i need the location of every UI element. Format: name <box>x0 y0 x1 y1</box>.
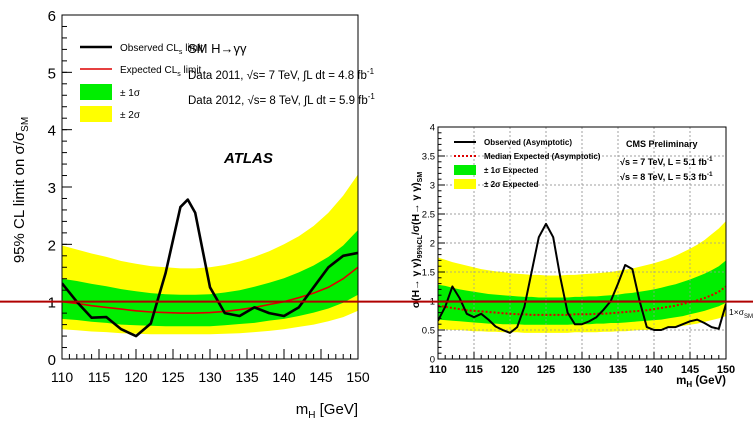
legend-2sigma-swatch <box>80 106 112 122</box>
legend-1sigma-swatch <box>454 165 476 175</box>
x-tick-label: 125 <box>537 364 555 376</box>
x-tick-label: 125 <box>161 369 185 385</box>
atlas-data2012-label: Data 2012, √s= 8 TeV, ∫L dt = 5.9 fb-1 <box>188 92 375 107</box>
y-tick-label: 3.5 <box>422 152 435 163</box>
x-tick-label: 110 <box>51 369 74 385</box>
atlas-title: ATLAS <box>223 150 273 167</box>
x-tick-label: 115 <box>88 369 111 385</box>
y-tick-label: 6 <box>48 8 56 25</box>
x-tick-label: 145 <box>309 369 333 385</box>
cms-expected-line <box>438 285 726 316</box>
cms-plot-area <box>438 127 726 359</box>
y-tick-label: 3 <box>430 181 435 192</box>
x-tick-label: 140 <box>272 369 296 385</box>
atlas-y-label: 95% CL limit on σ/σSM <box>11 117 31 263</box>
legend-1sigma-swatch <box>80 84 112 100</box>
cms-sm-annotation: 1×σSM <box>729 307 753 320</box>
atlas-y-axis: 0 1 2 3 4 5 6 <box>48 8 72 369</box>
cms-x-axis: 110 115 120 125 130 135 140 145 150 <box>429 352 735 376</box>
atlas-observed-line <box>62 198 358 338</box>
x-tick-label: 150 <box>346 369 370 385</box>
legend-1sigma-label: ± 1σ Expected <box>484 166 538 175</box>
x-tick-label: 115 <box>465 364 483 376</box>
y-tick-label: 0 <box>430 355 435 366</box>
y-tick-label: 4 <box>48 123 56 140</box>
cms-title: CMS Preliminary <box>626 139 698 149</box>
y-tick-label: 5 <box>48 65 56 82</box>
y-tick-label: 1.5 <box>422 268 435 279</box>
atlas-legend: Observed CLs limit Expected CLs limit ± … <box>80 43 203 122</box>
atlas-channel-label: SM H→γγ <box>188 41 247 56</box>
x-tick-label: 130 <box>198 369 222 385</box>
y-tick-label: 4 <box>430 123 435 134</box>
legend-observed-label: Observed (Asymptotic) <box>484 138 572 147</box>
x-tick-label: 120 <box>124 369 148 385</box>
y-tick-label: 3 <box>48 180 56 197</box>
atlas-data2011-label: Data 2011, √s= 7 TeV, ∫L dt = 4.8 fb-1 <box>188 67 375 82</box>
atlas-x-axis: 110 115 120 125 130 135 140 145 150 <box>51 349 370 385</box>
atlas-plot-area <box>62 174 358 338</box>
cms-data8tev-label: √s = 8 TeV, L = 5.3 fb-1 <box>620 171 713 182</box>
legend-2sigma-label: ± 2σ Expected <box>484 180 538 189</box>
legend-1sigma-label: ± 1σ <box>120 88 141 99</box>
x-tick-label: 145 <box>681 364 699 376</box>
y-tick-label: 0.5 <box>422 326 435 337</box>
y-tick-label: 2 <box>430 239 435 250</box>
y-tick-label: 2 <box>48 237 56 254</box>
x-tick-label: 135 <box>235 369 259 385</box>
atlas-panel: 110 115 120 125 130 135 140 145 150 0 1 2 3 4 5 6 95% … <box>11 8 375 421</box>
cms-y-label: σ(H→ γ γ)95%CL/σ(H→ γ γ)SM <box>410 172 424 308</box>
cms-x-label: mH (GeV) <box>676 375 726 389</box>
legend-expected-label: Expected CLs limit <box>120 65 202 78</box>
y-tick-label: 1 <box>48 295 56 312</box>
cms-observed-line <box>438 222 726 334</box>
x-tick-label: 130 <box>573 364 591 376</box>
legend-expected-label: Median Expected (Asymptotic) <box>484 152 601 161</box>
legend-observed-label: Observed CLs limit <box>120 43 203 56</box>
atlas-x-label: mH [GeV] <box>296 401 358 421</box>
x-tick-label: 140 <box>645 364 663 376</box>
cms-legend: Observed (Asymptotic) Median Expected (A… <box>454 138 601 189</box>
x-tick-label: 120 <box>501 364 519 376</box>
x-tick-label: 150 <box>717 364 735 376</box>
x-tick-label: 110 <box>429 364 447 376</box>
legend-2sigma-swatch <box>454 179 476 189</box>
y-tick-label: 0 <box>48 352 56 369</box>
cms-data7tev-label: √s = 7 TeV, L = 5.1 fb-1 <box>620 156 713 167</box>
x-tick-label: 135 <box>609 364 627 376</box>
y-tick-label: 2.5 <box>422 210 435 221</box>
legend-2sigma-label: ± 2σ <box>120 110 141 121</box>
